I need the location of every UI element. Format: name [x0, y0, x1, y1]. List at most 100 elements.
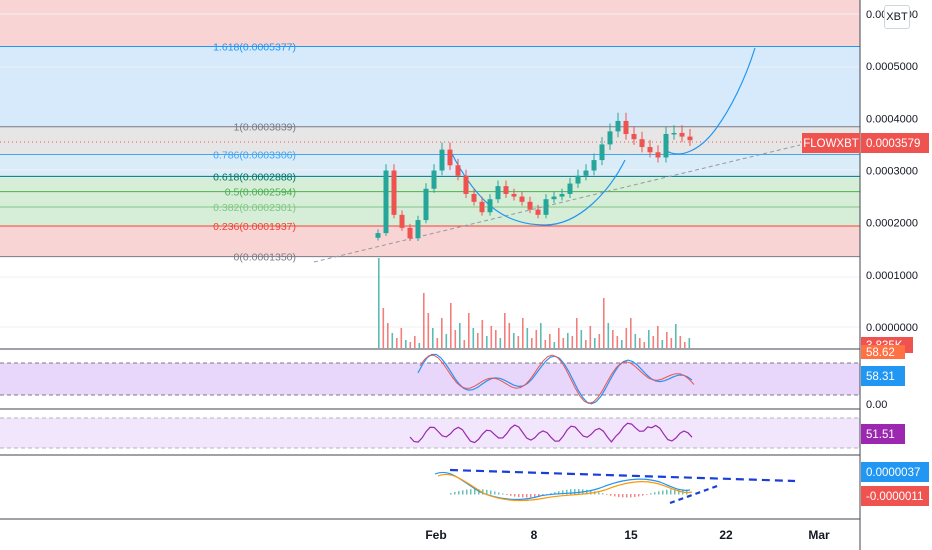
- cup-curve[interactable]: [449, 149, 626, 226]
- macd-lower-tag: -0.0000011: [861, 486, 929, 506]
- volume-bar: [450, 303, 452, 348]
- volume-bar: [504, 313, 506, 348]
- macd-hist-bar: [554, 492, 556, 495]
- grid: [0, 13, 860, 328]
- trend-line[interactable]: [313, 144, 801, 263]
- macd-upper-tag: 0.0000037: [861, 462, 929, 482]
- macd-hist-bar: [642, 494, 644, 496]
- volume-bar: [531, 338, 533, 348]
- macd-trend-upper[interactable]: [449, 468, 796, 483]
- volume-bar: [427, 313, 430, 348]
- volume-bar: [436, 338, 439, 348]
- volume-bar: [445, 334, 448, 348]
- candle-body: [647, 147, 653, 153]
- volume-bar: [558, 328, 560, 348]
- volume-bar: [688, 338, 691, 348]
- macd-hist-bar: [546, 494, 548, 495]
- candle-body: [687, 136, 693, 141]
- candle-body: [599, 144, 605, 161]
- macd-hist-bar: [630, 494, 632, 498]
- macd-hist-bar: [538, 494, 540, 497]
- price-axis-label: 0.0002000: [866, 218, 918, 230]
- macd-hist-bar: [514, 494, 516, 497]
- volume-bar: [612, 330, 614, 348]
- volume-bar: [544, 340, 547, 348]
- volume-bar: [625, 328, 628, 348]
- macd-hist-bar: [670, 489, 672, 495]
- candle-body: [487, 199, 493, 213]
- candle-body: [415, 220, 421, 239]
- volume-bar: [670, 338, 673, 348]
- volume-bar: [580, 330, 583, 348]
- pane-separators: [0, 348, 932, 520]
- candle-body: [431, 170, 437, 189]
- volume-bar: [607, 323, 610, 348]
- volume-bar: [535, 330, 538, 348]
- macd-hist-bar: [626, 494, 628, 498]
- volume-bar: [432, 328, 434, 348]
- price-axis-label: 0.0004000: [866, 113, 918, 125]
- macd-hist-bar: [502, 493, 504, 495]
- currency-scale-button[interactable]: XBT: [884, 5, 910, 29]
- candle-body: [423, 188, 429, 221]
- volume-bar: [679, 336, 682, 348]
- fib-label: 0.786(0.0003306): [213, 150, 296, 162]
- symbol-tag-text: FLOWXBT: [803, 138, 859, 150]
- date-axis[interactable]: Feb 8 15 22 Mar: [425, 528, 830, 542]
- macd-hist-bar: [550, 493, 552, 495]
- macd-hist-bar: [606, 494, 608, 495]
- macd-hist-bar: [678, 489, 680, 495]
- stoch-pane: [0, 353, 860, 405]
- macd-hist-bar: [566, 489, 568, 495]
- volume-bar: [634, 334, 637, 348]
- macd-hist-bar: [658, 491, 660, 495]
- candle-body: [511, 193, 517, 197]
- volume-bar: [630, 318, 632, 348]
- fib-labels: 1.618(0.0005377) 1(0.0003839) 0.786(0.0003…: [213, 41, 296, 263]
- macd-hist-bar: [674, 489, 676, 495]
- volume-bar: [441, 318, 443, 348]
- macd-hist-bar: [638, 494, 640, 497]
- volume-bar: [621, 340, 623, 348]
- macd-line: [434, 471, 691, 501]
- volume-bar: [571, 336, 574, 348]
- candle-body: [455, 165, 461, 176]
- macd-hist-bar: [510, 494, 512, 496]
- macd-hist-bar: [618, 494, 620, 498]
- candle-body: [471, 193, 477, 202]
- macd-hist-bar: [574, 489, 576, 495]
- volume-bar: [499, 338, 502, 348]
- volume-bar: [684, 342, 686, 348]
- candle-body: [559, 193, 565, 197]
- volume-bar: [517, 336, 520, 348]
- volume-bar: [594, 338, 596, 348]
- candle-body: [463, 175, 469, 194]
- macd-hist-bar: [458, 491, 460, 495]
- candles: [375, 112, 693, 241]
- candle-body: [551, 196, 557, 200]
- date-label: 15: [624, 528, 638, 542]
- macd-hist-bar: [650, 493, 652, 495]
- macd-hist-bar: [462, 490, 464, 495]
- candle-body: [479, 201, 485, 213]
- macd-hist-bar: [666, 489, 668, 495]
- macd-hist-bar: [474, 489, 476, 495]
- last-price-tag: 0.0003579: [861, 133, 929, 153]
- macd-upper-text: 0.0000037: [866, 467, 920, 479]
- macd-hist-bar: [558, 491, 560, 495]
- rsi-pane: [0, 417, 860, 449]
- volume-bar: [585, 340, 587, 348]
- date-label: Mar: [808, 528, 830, 542]
- macd-trend-lower[interactable]: [669, 483, 721, 505]
- volume-bar: [405, 340, 407, 348]
- macd-hist-bar: [542, 494, 544, 496]
- volume-bar: [400, 328, 403, 348]
- handle-curve[interactable]: [664, 47, 756, 155]
- price-axis-label: 0.0003000: [866, 166, 918, 178]
- macd-lower-text: -0.0000011: [866, 491, 923, 503]
- price-axis-label: 0.0001000: [866, 270, 918, 282]
- candle-body: [671, 132, 677, 135]
- volume-bar: [378, 258, 380, 348]
- fib-label: 0.5(0.0002594): [225, 187, 296, 199]
